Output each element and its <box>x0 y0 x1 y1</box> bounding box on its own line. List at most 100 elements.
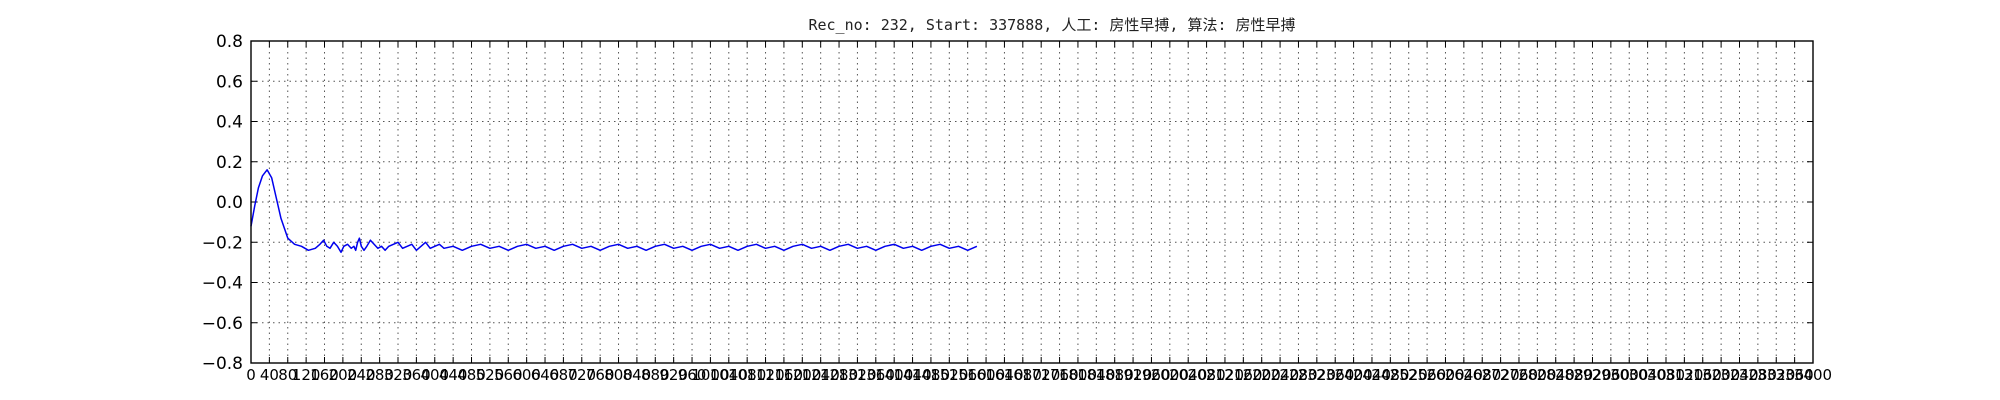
x-tick-label: 1840 <box>1077 366 1115 384</box>
x-tick-label: 640 <box>531 366 560 384</box>
x-tick-label: 3080 <box>1647 366 1685 384</box>
x-tick-label: 3360 <box>1776 366 1814 384</box>
x-tick-label: 840 <box>623 366 652 384</box>
x-tick-label: 3160 <box>1684 366 1722 384</box>
x-tick-label: 1280 <box>820 366 858 384</box>
x-tick-label: 1480 <box>912 366 950 384</box>
x-tick-label: 1800 <box>1059 366 1097 384</box>
x-tick-label: 800 <box>604 366 633 384</box>
x-tick-label: 3400 <box>1794 366 1832 384</box>
x-tick-label: 2680 <box>1463 366 1501 384</box>
x-tick-label: 2800 <box>1518 366 1556 384</box>
x-tick-label: 120 <box>292 366 321 384</box>
x-tick-label: 1440 <box>893 366 931 384</box>
x-tick-label: 1520 <box>930 366 968 384</box>
x-tick-label: 1240 <box>802 366 840 384</box>
chart-title: Rec_no: 232, Start: 337888, 人工: 房性早搏, 算法… <box>808 16 1295 34</box>
x-tick-label: 1360 <box>857 366 895 384</box>
x-tick-label: 80 <box>278 366 297 384</box>
x-tick-label: 2960 <box>1592 366 1630 384</box>
x-tick-label: 480 <box>457 366 486 384</box>
x-tick-label: 1920 <box>1114 366 1152 384</box>
x-tick-label: 240 <box>347 366 376 384</box>
x-tick-label: 600 <box>512 366 541 384</box>
x-tick-label: 40 <box>260 366 279 384</box>
y-tick-label: 0.4 <box>216 113 243 133</box>
x-tick-label: 0 <box>246 366 256 384</box>
x-tick-label: 440 <box>439 366 468 384</box>
x-axis-ticks: 0 40 8012016020024028032036040044048052056… <box>246 41 1832 384</box>
grid-lines <box>250 40 1814 364</box>
x-tick-label: 2560 <box>1408 366 1446 384</box>
x-tick-label: 2120 <box>1206 366 1244 384</box>
x-tick-label: 1080 <box>728 366 766 384</box>
ecg-trace-normal <box>250 169 978 254</box>
x-tick-label: 2200 <box>1243 366 1281 384</box>
x-tick-label: 3240 <box>1720 366 1758 384</box>
x-tick-label: 2040 <box>1169 366 1207 384</box>
x-tick-label: 880 <box>641 366 670 384</box>
x-tick-label: 2920 <box>1573 366 1611 384</box>
x-tick-label: 1120 <box>746 366 784 384</box>
y-tick-label: 0.8 <box>216 32 243 52</box>
x-tick-label: 2080 <box>1187 366 1225 384</box>
x-tick-label: 2600 <box>1426 366 1464 384</box>
x-tick-label: 2360 <box>1316 366 1354 384</box>
y-tick-label: −0.4 <box>202 274 243 294</box>
x-tick-label: 520 <box>476 366 505 384</box>
y-tick-label: 0.0 <box>216 193 243 213</box>
x-tick-label: 560 <box>494 366 523 384</box>
x-tick-label: 2160 <box>1224 366 1262 384</box>
x-tick-label: 320 <box>384 366 413 384</box>
x-tick-label: 2760 <box>1500 366 1538 384</box>
x-tick-label: 1960 <box>1132 366 1170 384</box>
plot-frame <box>250 40 1814 364</box>
y-tick-label: −0.8 <box>202 354 243 374</box>
ecg-traces <box>250 169 978 254</box>
x-tick-label: 360 <box>402 366 431 384</box>
x-tick-label: 400 <box>420 366 449 384</box>
x-tick-label: 2280 <box>1279 366 1317 384</box>
x-tick-label: 1320 <box>838 366 876 384</box>
x-tick-label: 2640 <box>1445 366 1483 384</box>
x-tick-label: 1200 <box>783 366 821 384</box>
y-tick-label: −0.6 <box>202 314 243 334</box>
x-tick-label: 3000 <box>1610 366 1648 384</box>
x-tick-label: 2520 <box>1390 366 1428 384</box>
x-tick-label: 2480 <box>1371 366 1409 384</box>
x-tick-label: 2440 <box>1353 366 1391 384</box>
x-tick-label: 1680 <box>1004 366 1042 384</box>
x-tick-label: 3200 <box>1702 366 1740 384</box>
x-tick-label: 1640 <box>985 366 1023 384</box>
x-tick-label: 200 <box>329 366 358 384</box>
x-tick-label: 920 <box>659 366 688 384</box>
x-tick-label: 2880 <box>1555 366 1593 384</box>
x-tick-label: 2720 <box>1482 366 1520 384</box>
x-tick-label: 1400 <box>875 366 913 384</box>
x-tick-label: 1600 <box>967 366 1005 384</box>
x-tick-label: 280 <box>365 366 394 384</box>
x-tick-label: 720 <box>567 366 596 384</box>
x-tick-label: 160 <box>310 366 339 384</box>
y-tick-label: 0.2 <box>216 153 243 173</box>
x-tick-label: 1760 <box>1040 366 1078 384</box>
x-tick-label: 2840 <box>1537 366 1575 384</box>
x-tick-label: 1160 <box>765 366 803 384</box>
x-tick-label: 1880 <box>1096 366 1134 384</box>
x-tick-label: 3280 <box>1739 366 1777 384</box>
x-tick-label: 2240 <box>1261 366 1299 384</box>
x-tick-label: 2320 <box>1298 366 1336 384</box>
x-tick-label: 680 <box>549 366 578 384</box>
x-tick-label: 2400 <box>1334 366 1372 384</box>
x-tick-label: 3320 <box>1757 366 1795 384</box>
x-tick-label: 760 <box>586 366 615 384</box>
x-tick-label: 3040 <box>1629 366 1667 384</box>
y-axis-ticks: −0.8 −0.6 −0.4 −0.2 0.0 0.2 0.4 0.6 0.8 <box>202 32 1813 374</box>
x-tick-label: 3120 <box>1665 366 1703 384</box>
x-tick-label: 1720 <box>1022 366 1060 384</box>
y-tick-label: −0.2 <box>202 233 243 253</box>
x-tick-label: 1560 <box>949 366 987 384</box>
x-tick-label: 2000 <box>1151 366 1189 384</box>
x-tick-label: 1000 <box>691 366 729 384</box>
